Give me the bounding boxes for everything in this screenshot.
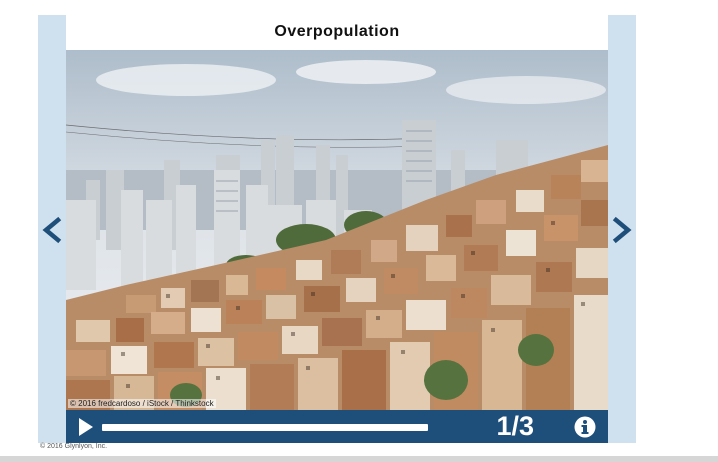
play-button[interactable] [78, 417, 94, 437]
info-icon [574, 416, 596, 438]
slide-photo: © 2016 fredcardoso / iStock / Thinkstock [66, 50, 608, 410]
info-button[interactable] [574, 416, 596, 438]
play-icon [79, 418, 93, 436]
previous-slide-button[interactable] [38, 213, 66, 247]
slideshow: Overpopulation [38, 15, 636, 443]
copyright-text: © 2016 Glynlyon, Inc. [40, 443, 108, 450]
right-side-bar [608, 15, 636, 443]
chevron-left-icon [42, 216, 62, 244]
slide-frame: Overpopulation [66, 15, 608, 443]
photo-credit: © 2016 fredcardoso / iStock / Thinkstock [68, 399, 216, 408]
progress-bar[interactable] [102, 424, 428, 431]
city-hillside-photo [66, 50, 608, 410]
slide-title: Overpopulation [274, 23, 400, 40]
chevron-right-icon [612, 216, 632, 244]
left-side-bar [38, 15, 66, 443]
bottom-divider [0, 456, 718, 462]
media-controls: 1/3 [66, 410, 608, 443]
slide-counter: 1/3 [496, 411, 534, 441]
next-slide-button[interactable] [608, 213, 636, 247]
